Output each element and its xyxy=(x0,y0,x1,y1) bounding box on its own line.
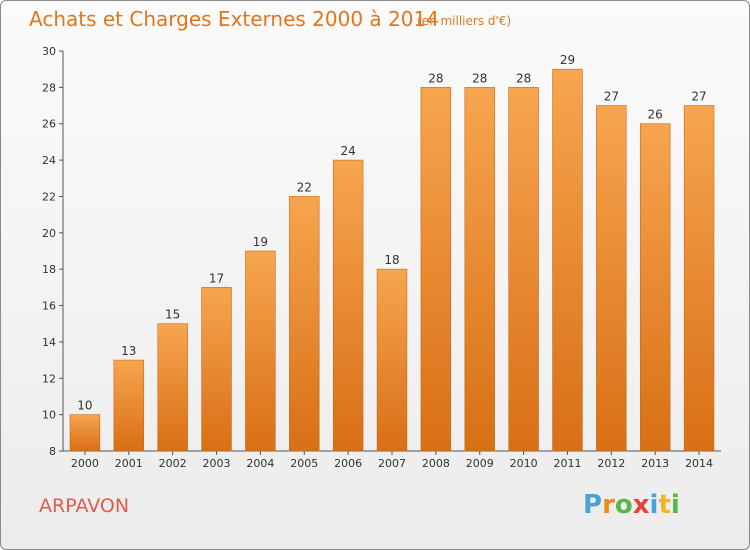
data-label: 19 xyxy=(253,235,268,249)
x-tick-label: 2008 xyxy=(422,457,450,470)
data-label: 28 xyxy=(428,71,443,85)
logo-letter: x xyxy=(632,490,650,520)
data-label: 22 xyxy=(297,180,312,194)
x-tick-label: 2014 xyxy=(685,457,713,470)
bar xyxy=(289,196,320,452)
bar xyxy=(113,359,145,452)
bar xyxy=(245,250,276,452)
y-tick-label: 22 xyxy=(42,190,56,203)
x-tick-label: 2009 xyxy=(466,457,494,470)
logo-letter: P xyxy=(583,490,603,520)
logo-letter: i xyxy=(670,490,680,520)
data-label: 28 xyxy=(516,71,531,85)
y-tick-label: 20 xyxy=(42,227,56,240)
bar xyxy=(639,123,671,452)
chart-title: Achats et Charges Externes 2000 à 2014 xyxy=(29,7,439,31)
bar xyxy=(332,159,364,452)
bars xyxy=(69,68,715,452)
data-label: 24 xyxy=(340,144,355,158)
data-label: 10 xyxy=(77,399,92,413)
x-tick-label: 2013 xyxy=(641,457,669,470)
data-label: 27 xyxy=(604,90,619,104)
data-label: 18 xyxy=(384,253,399,267)
x-tick-label: 2011 xyxy=(553,457,581,470)
y-tick-label: 10 xyxy=(42,409,56,422)
data-label: 17 xyxy=(209,271,224,285)
x-tick-label: 2001 xyxy=(115,457,143,470)
y-tick-label: 16 xyxy=(42,300,56,313)
x-tick-label: 2007 xyxy=(378,457,406,470)
x-tick-label: 2005 xyxy=(290,457,318,470)
bar xyxy=(201,287,232,452)
proxiti-logo: Proxiti xyxy=(583,490,680,520)
y-tick-label: 18 xyxy=(42,263,56,276)
data-label: 26 xyxy=(648,108,663,122)
y-tick-label: 24 xyxy=(42,154,56,167)
bar xyxy=(157,323,188,452)
x-tick-label: 2006 xyxy=(334,457,362,470)
data-label: 28 xyxy=(472,71,487,85)
x-tick-label: 2012 xyxy=(597,457,625,470)
bar xyxy=(508,87,539,452)
commune-name: ARPAVON xyxy=(39,495,130,517)
y-tick-label: 8 xyxy=(49,445,56,458)
logo-letter: o xyxy=(614,490,633,520)
data-label: 29 xyxy=(560,53,575,67)
y-tick-label: 12 xyxy=(42,372,56,385)
x-tick-label: 2010 xyxy=(510,457,538,470)
data-label: 13 xyxy=(121,344,136,358)
logo-letter: r xyxy=(602,490,615,520)
data-label: 15 xyxy=(165,308,180,322)
y-tick-label: 14 xyxy=(42,336,56,349)
bar xyxy=(596,105,627,452)
y-tick-label: 28 xyxy=(42,81,56,94)
bar xyxy=(420,87,452,452)
x-tick-label: 2004 xyxy=(246,457,274,470)
logo-letter: i xyxy=(649,490,659,520)
bar xyxy=(69,414,101,452)
bar xyxy=(552,68,583,452)
x-tick-label: 2000 xyxy=(71,457,99,470)
x-tick-label: 2003 xyxy=(203,457,231,470)
bar xyxy=(376,268,408,452)
y-tick-label: 30 xyxy=(42,45,56,58)
data-label: 27 xyxy=(691,90,706,104)
bar xyxy=(464,87,495,452)
bar xyxy=(683,105,715,452)
x-tick-label: 2002 xyxy=(159,457,187,470)
chart-subtitle: (en milliers d'€) xyxy=(417,14,512,28)
y-tick-label: 26 xyxy=(42,118,56,131)
logo-letter: t xyxy=(658,490,671,520)
labels: 2000 10 2001 13 2002 15 2003 17 2004 19 2005 22 2006… xyxy=(71,53,713,470)
